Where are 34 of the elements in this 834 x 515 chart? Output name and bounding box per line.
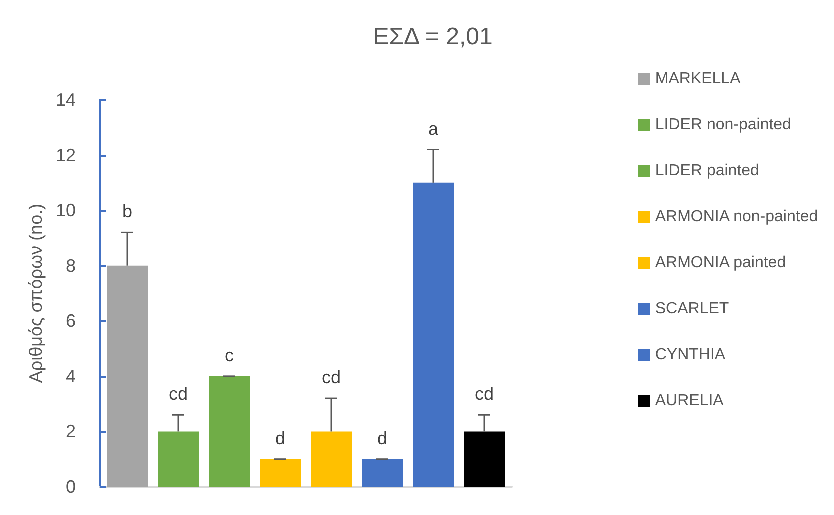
data-label: a: [428, 118, 440, 139]
data-label: cd: [474, 384, 494, 404]
data-label: c: [225, 345, 234, 366]
chart-title: ΕΣΔ = 2,01: [373, 24, 493, 50]
legend-label: ARMONIA painted: [655, 254, 786, 272]
bar: [413, 182, 454, 487]
y-tick-label: 14: [56, 90, 76, 110]
legend-label: LIDER non-painted: [655, 116, 792, 134]
data-label: cd: [168, 384, 188, 404]
y-tick-label: 10: [56, 200, 76, 221]
data-label: b: [122, 202, 133, 222]
y-tick-label: 0: [66, 477, 76, 497]
data-label: d: [377, 428, 388, 448]
bar: [311, 432, 352, 487]
y-tick-label: 4: [66, 366, 76, 386]
legend-label: ARMONIA non-painted: [655, 208, 818, 226]
bar: [464, 432, 505, 487]
data-label: cd: [322, 368, 342, 388]
legend-label: LIDER painted: [655, 162, 760, 180]
y-tick-label: 8: [66, 256, 76, 276]
y-tick-label: 2: [66, 422, 76, 442]
bar: [260, 459, 301, 487]
legend-label: SCARLET: [655, 300, 730, 318]
data-label: d: [275, 428, 286, 448]
legend-label: CYNTHIA: [655, 346, 726, 364]
legend-label: AURELIA: [655, 392, 724, 410]
legend-label: MARKELLA: [655, 70, 742, 88]
bar: [362, 459, 403, 487]
y-axis-title: Αριθμός σπόρων (no.): [26, 204, 46, 384]
bar: [158, 432, 199, 487]
bar: [107, 266, 148, 487]
y-tick-label: 12: [56, 145, 76, 166]
y-tick-label: 6: [66, 311, 76, 332]
bar: [209, 376, 250, 487]
